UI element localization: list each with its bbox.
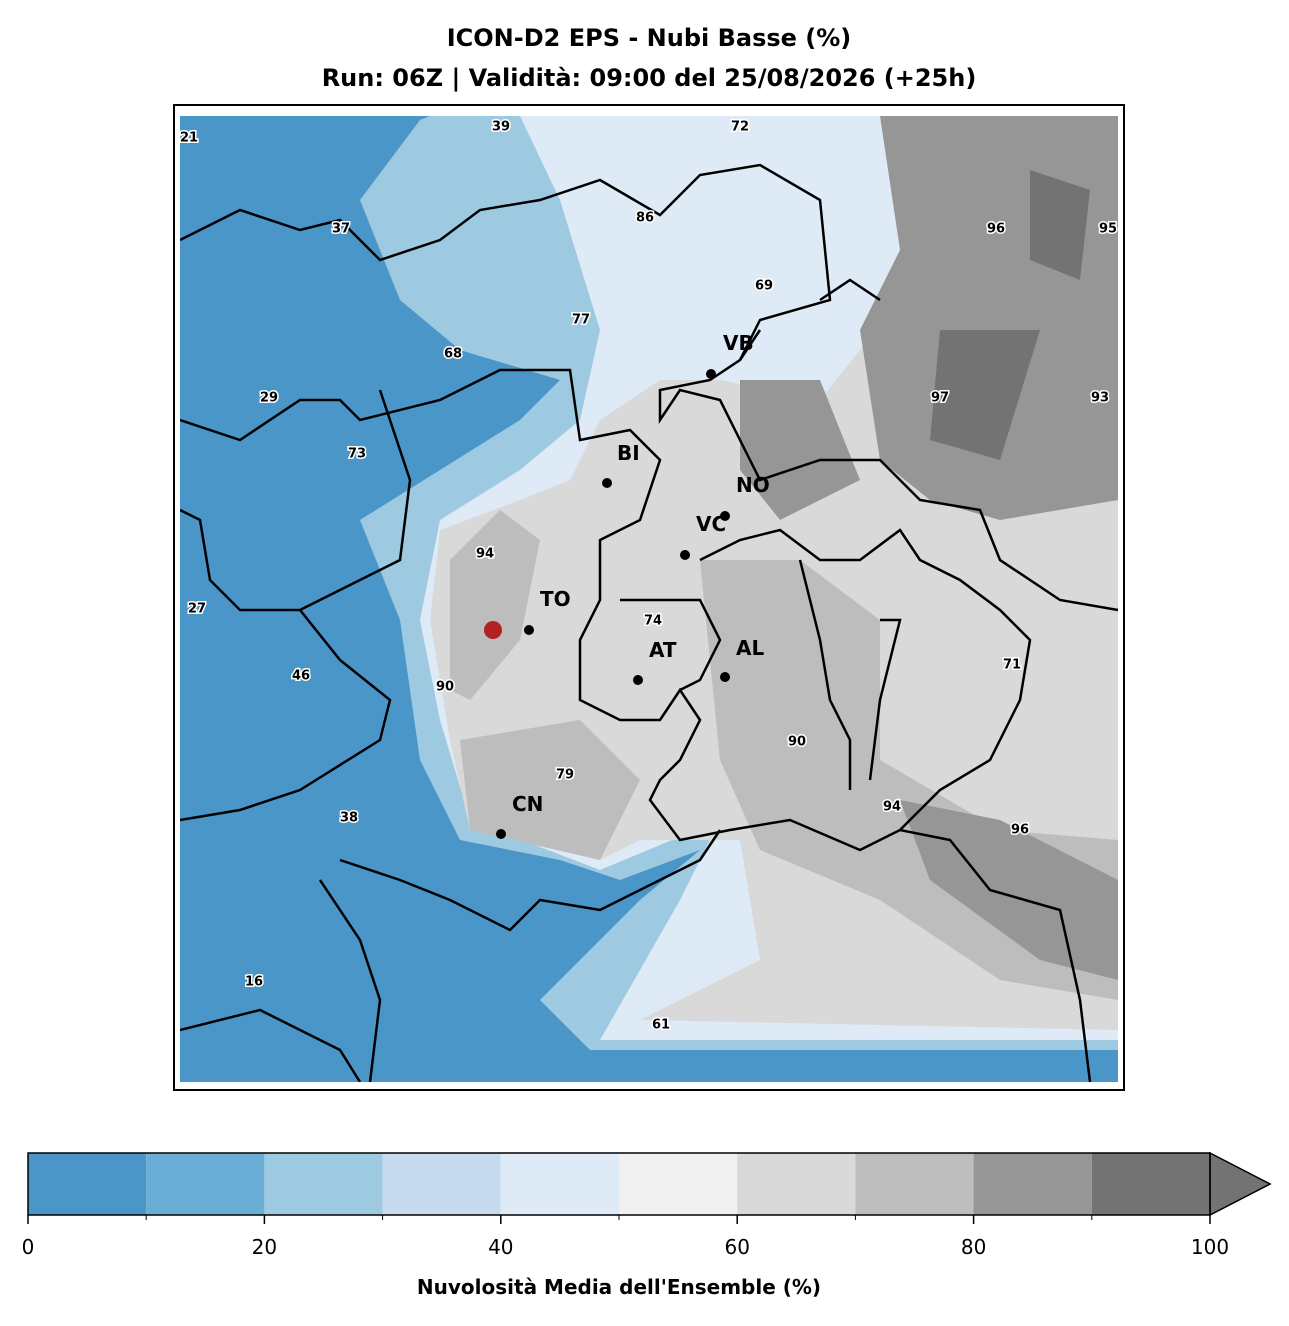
colorbar-segment [382, 1153, 501, 1215]
city-dot [524, 625, 534, 635]
city-dot [720, 672, 730, 682]
colorbar-tick-label: 40 [488, 1235, 513, 1259]
border [180, 368, 1092, 1082]
point-value: 69 [755, 279, 773, 294]
city-label: AT [649, 638, 677, 662]
point-value: 71 [1003, 658, 1021, 673]
city-label: NO [736, 473, 770, 497]
city-dot [602, 478, 612, 488]
city-dot [496, 829, 506, 839]
point-value: 74 [644, 614, 662, 629]
point-value: 90 [436, 680, 454, 695]
title: ICON-D2 EPS - Nubi Basse (%) [447, 24, 852, 52]
city-dot [633, 675, 643, 685]
border [620, 278, 1032, 831]
colorbar-tick-label: 20 [252, 1235, 277, 1259]
city-dot [680, 550, 690, 560]
colorbar-segment [737, 1153, 856, 1215]
border [180, 163, 1118, 612]
point-value: 86 [636, 211, 654, 226]
colorbar-label: Nuvolosità Media dell'Ensemble (%) [417, 1275, 821, 1299]
point-value: 29 [260, 391, 278, 406]
point-value: 77 [572, 313, 590, 328]
point-value: 46 [292, 669, 310, 684]
colorbar-tick-label: 0 [22, 1235, 35, 1259]
city-label: BI [617, 441, 640, 465]
colorbar-segment [500, 1153, 619, 1215]
colorbar-segment [264, 1153, 383, 1215]
point-value: 93 [1091, 391, 1109, 406]
point-value: 90 [788, 735, 806, 750]
colorbar-segment [28, 1153, 147, 1215]
city-dot [706, 369, 716, 379]
border [180, 389, 722, 1082]
point-value: 73 [348, 447, 366, 462]
point-value: 37 [332, 222, 350, 237]
city-label: VC [696, 512, 726, 536]
point-value: 61 [652, 1018, 670, 1033]
colorbar-segment [855, 1153, 974, 1215]
point-value: 96 [987, 222, 1005, 237]
point-value: 38 [340, 811, 358, 826]
point-value: 16 [245, 975, 263, 990]
point-value: 21 [180, 131, 198, 146]
location-marker [484, 621, 502, 639]
point-value: 39 [492, 120, 510, 135]
colorbar: 0 20 40 60 80 100 [22, 1151, 1272, 1259]
city-dot [720, 511, 730, 521]
colorbar-tick-label: 100 [1191, 1235, 1229, 1259]
colorbar-tick-label: 80 [961, 1235, 986, 1259]
colorbar-segment [973, 1153, 1092, 1215]
map: VB BI NO VC TO AT AL CN 21 39 72 37 86 96 95 69 77 68 29 97… [173, 104, 1125, 1091]
colorbar-segment [1091, 1153, 1210, 1215]
point-value: 96 [1011, 823, 1029, 838]
point-value: 72 [731, 120, 749, 135]
point-value: 94 [883, 800, 901, 815]
colorbar-segment [146, 1153, 265, 1215]
colorbar-extension [1209, 1151, 1272, 1217]
city-label: TO [540, 587, 571, 611]
point-value: 27 [188, 602, 206, 617]
colorbar-segment [619, 1153, 738, 1215]
city-label: AL [736, 636, 764, 660]
point-value: 68 [444, 347, 462, 362]
city-label: CN [512, 792, 543, 816]
area [930, 170, 1090, 460]
subtitle: Run: 06Z | Validità: 09:00 del 25/08/202… [322, 64, 977, 92]
point-value: 94 [476, 547, 494, 562]
city-label: VB [723, 331, 754, 355]
point-value: 97 [931, 391, 949, 406]
point-value: 79 [556, 768, 574, 783]
point-value: 95 [1099, 222, 1117, 237]
map-frame [173, 104, 1125, 1091]
colorbar-tick-label: 60 [724, 1235, 749, 1259]
